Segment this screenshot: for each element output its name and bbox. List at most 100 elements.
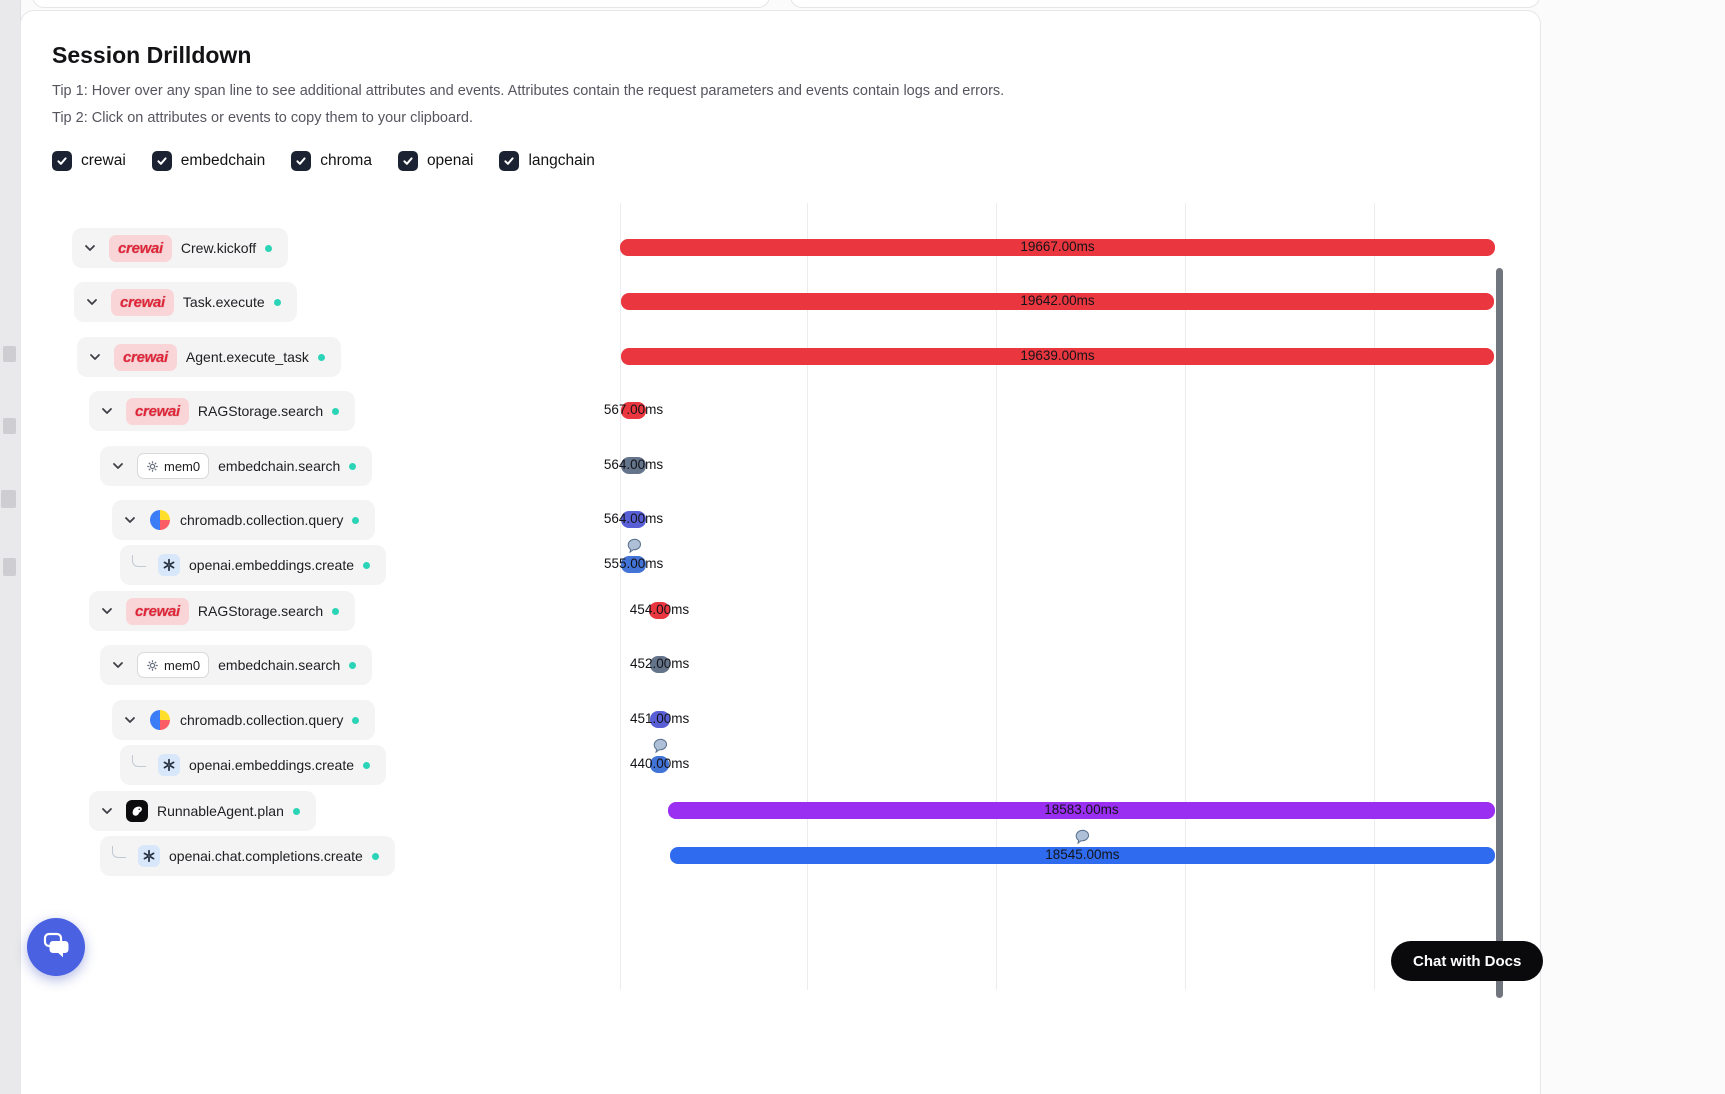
chat-widget-button[interactable]: [27, 918, 85, 976]
filter-label: crewai: [81, 152, 126, 169]
span-bar[interactable]: [649, 756, 670, 773]
span-name: Crew.kickoff: [180, 240, 257, 256]
chevron-down-icon[interactable]: [82, 292, 102, 312]
span-row[interactable]: crewai Crew.kickoff: [72, 228, 289, 268]
chevron-down-icon[interactable]: [85, 347, 105, 367]
tip-1: Tip 1: Hover over any span line to see a…: [52, 83, 1005, 99]
chevron-down-icon[interactable]: [97, 801, 117, 821]
chevron-down-icon[interactable]: [120, 510, 140, 530]
span-bar[interactable]: [620, 348, 1495, 365]
span-name: openai.embeddings.create: [189, 557, 355, 573]
span-row[interactable]: RunnableAgent.plan: [89, 791, 316, 831]
span-row[interactable]: crewai RAGStorage.search: [89, 591, 356, 631]
span-bar[interactable]: [649, 602, 670, 619]
filter-langchain[interactable]: langchain: [499, 151, 595, 171]
timeline-gridline: [807, 203, 808, 990]
chevron-down-icon[interactable]: [80, 238, 100, 258]
tree-elbow-connector: [112, 846, 126, 858]
chevron-down-icon[interactable]: [108, 655, 128, 675]
chroma-logo: [149, 709, 171, 731]
timeline-gridline: [1374, 203, 1375, 990]
status-dot: [292, 807, 300, 815]
span-row[interactable]: openai.embeddings.create: [120, 745, 387, 785]
status-dot: [371, 852, 379, 860]
status-dot: [265, 244, 273, 252]
span-name: chromadb.collection.query: [180, 712, 344, 728]
span-row[interactable]: mem0 embedchain.search: [100, 645, 373, 685]
filter-chroma[interactable]: chroma: [291, 151, 372, 171]
filter-label: langchain: [528, 152, 595, 169]
framework-filters: crewai embedchain chroma openai langchain: [52, 151, 595, 171]
scrollbar-thumb[interactable]: [1496, 268, 1503, 998]
filter-crewai[interactable]: crewai: [52, 151, 126, 171]
checkbox-embedchain[interactable]: [151, 151, 172, 171]
span-bar[interactable]: [668, 802, 1495, 819]
span-bar[interactable]: [620, 402, 647, 419]
span-name: Agent.execute_task: [185, 349, 309, 365]
crewai-logo: crewai: [111, 288, 174, 316]
event-bubble-icon[interactable]: [625, 536, 644, 555]
span-bar[interactable]: [620, 511, 647, 528]
crewai-logo: crewai: [126, 397, 189, 425]
span-name: chromadb.collection.query: [180, 512, 344, 528]
status-dot: [363, 761, 371, 769]
tip-2: Tip 2: Click on attributes or events to …: [52, 110, 473, 126]
span-row[interactable]: chromadb.collection.query: [112, 700, 376, 740]
page-title: Session Drilldown: [52, 42, 252, 68]
checkbox-crewai[interactable]: [52, 151, 72, 171]
span-bar[interactable]: [649, 711, 670, 728]
timeline-gridline: [620, 203, 621, 990]
checkbox-openai[interactable]: [397, 151, 418, 171]
span-bar[interactable]: [669, 847, 1495, 864]
span-name: Task.execute: [182, 294, 265, 310]
event-bubble-icon[interactable]: [651, 736, 670, 755]
top-card-left-edge: [32, 0, 770, 8]
chevron-down-icon[interactable]: [97, 601, 117, 621]
span-name: openai.embeddings.create: [189, 757, 355, 773]
status-dot: [273, 298, 281, 306]
span-bar[interactable]: [620, 457, 647, 474]
span-name: RAGStorage.search: [197, 603, 324, 619]
langchain-logo: [126, 800, 148, 822]
status-dot: [363, 561, 371, 569]
checkbox-chroma[interactable]: [291, 151, 312, 171]
span-name: embedchain.search: [218, 458, 341, 474]
mem0-logo: mem0: [137, 652, 210, 678]
span-name: embedchain.search: [218, 657, 341, 673]
span-row[interactable]: mem0 embedchain.search: [100, 446, 373, 486]
chat-bubbles-icon: [41, 930, 71, 965]
span-row[interactable]: crewai Task.execute: [74, 282, 297, 322]
span-row[interactable]: crewai RAGStorage.search: [89, 391, 356, 431]
span-row[interactable]: chromadb.collection.query: [112, 500, 376, 540]
top-card-right-edge: [790, 0, 1540, 8]
status-dot: [332, 607, 340, 615]
filter-embedchain[interactable]: embedchain: [151, 151, 266, 171]
span-row[interactable]: crewai Agent.execute_task: [77, 337, 341, 377]
chevron-down-icon[interactable]: [108, 456, 128, 476]
filter-label: embedchain: [180, 152, 266, 169]
clipped-content-fragment: [3, 346, 16, 362]
clipped-content-fragment: [1, 490, 16, 508]
span-bar[interactable]: [621, 556, 647, 573]
status-dot: [352, 516, 360, 524]
event-bubble-icon[interactable]: [1073, 827, 1092, 846]
chevron-down-icon[interactable]: [97, 401, 117, 421]
openai-logo: [158, 554, 180, 576]
clipped-content-fragment: [3, 558, 16, 576]
span-row[interactable]: openai.embeddings.create: [120, 545, 387, 585]
chevron-down-icon[interactable]: [120, 710, 140, 730]
span-bar[interactable]: [620, 293, 1495, 310]
checkbox-langchain[interactable]: [499, 151, 520, 171]
crewai-logo: crewai: [114, 343, 177, 371]
timeline-gridline: [996, 203, 997, 990]
chroma-logo: [149, 509, 171, 531]
span-row[interactable]: openai.chat.completions.create: [100, 836, 395, 876]
chat-with-docs-button[interactable]: Chat with Docs: [1391, 941, 1544, 981]
status-dot: [317, 353, 325, 361]
filter-openai[interactable]: openai: [397, 151, 473, 171]
tree-elbow-connector: [132, 555, 146, 567]
span-bar[interactable]: [649, 656, 670, 673]
mem0-logo: mem0: [137, 453, 210, 479]
span-bar[interactable]: [620, 239, 1495, 256]
